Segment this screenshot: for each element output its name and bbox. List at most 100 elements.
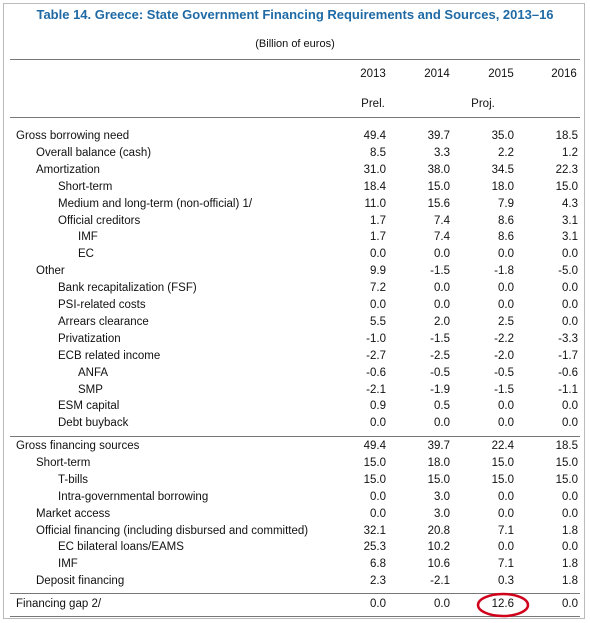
subtitle: (Billion of euros) (255, 38, 335, 50)
cell-value: 10.6 (427, 558, 450, 571)
cell-value: -0.5 (430, 366, 450, 379)
cell-value: 7.4 (434, 231, 450, 244)
cell-value: -1.0 (366, 332, 386, 345)
cell-value: 18.0 (427, 456, 450, 469)
status-label: Prel. (361, 98, 385, 110)
cell-value: -2.7 (366, 349, 386, 362)
cell-value: 22.3 (555, 163, 578, 176)
cell-value: 0.0 (498, 490, 514, 503)
cell-value: 25.3 (363, 541, 386, 554)
cell-value: 3.1 (562, 231, 578, 244)
row-label: ANFA (78, 366, 109, 379)
cell-value: 7.9 (498, 197, 514, 210)
row-label: SMP (78, 383, 103, 396)
row-label: EC (78, 248, 94, 261)
cell-value: 0.0 (370, 598, 386, 610)
row-label: Official creditors (58, 214, 141, 227)
row-label: Medium and long-term (non-official) 1/ (58, 197, 253, 210)
cell-value: 6.8 (370, 558, 386, 571)
cell-value: -1.5 (430, 332, 450, 345)
cell-value: 0.0 (498, 248, 514, 261)
cell-value: 1.2 (562, 146, 578, 159)
cell-value: -2.2 (494, 332, 514, 345)
rule (10, 616, 580, 617)
cell-value: 0.0 (562, 400, 578, 413)
cell-value: 1.8 (562, 575, 578, 588)
cell-value: -2.1 (430, 575, 450, 588)
cell-value: 0.0 (434, 282, 450, 295)
cell-value: 2.2 (498, 146, 514, 159)
rule (10, 59, 580, 60)
cell-value: 20.8 (427, 524, 450, 537)
cell-value: 38.0 (427, 163, 450, 176)
row-label: IMF (58, 558, 78, 571)
cell-value: 8.6 (498, 214, 514, 227)
cell-value: 22.4 (491, 440, 514, 452)
cell-value: 12.6 (491, 598, 514, 610)
cell-value: 3.3 (434, 146, 450, 159)
cell-value: 0.9 (370, 400, 386, 413)
cell-value: 0.3 (498, 575, 514, 588)
column-header: 2014 (424, 68, 450, 80)
row-label: IMF (78, 231, 98, 244)
row-label: Market access (36, 507, 111, 520)
row-label: Amortization (36, 163, 100, 176)
cell-value: 0.0 (562, 598, 578, 610)
cell-value: 0.0 (498, 299, 514, 311)
cell-value: 15.6 (427, 197, 450, 210)
cell-value: 10.2 (427, 541, 450, 554)
cell-value: 15.0 (555, 473, 578, 486)
cell-value: 0.0 (562, 417, 578, 430)
cell-value: 49.4 (363, 440, 386, 452)
cell-value: 1.8 (562, 558, 578, 571)
cell-value: 0.0 (370, 417, 386, 430)
rule (10, 117, 580, 118)
cell-value: 49.4 (363, 130, 386, 142)
row-label: ECB related income (58, 349, 161, 362)
cell-value: 18.5 (555, 130, 578, 142)
cell-value: 0.0 (434, 417, 450, 430)
row-label: Overall balance (cash) (36, 146, 152, 159)
row-label: Intra-governmental borrowing (58, 490, 209, 503)
cell-value: -3.3 (558, 332, 578, 345)
row-label: PSI-related costs (58, 299, 146, 311)
column-header: 2016 (551, 68, 577, 80)
cell-value: 0.5 (434, 400, 450, 413)
cell-value: 0.0 (562, 490, 578, 503)
cell-value: 0.0 (498, 282, 514, 295)
row-label: Financing gap 2/ (16, 598, 102, 610)
cell-value: 39.7 (427, 130, 450, 142)
frame (3, 3, 585, 619)
cell-value: 0.0 (562, 315, 578, 328)
cell-value: 0.0 (498, 417, 514, 430)
row-label: Short-term (58, 180, 113, 193)
cell-value: 1.7 (370, 231, 386, 244)
row-label: Gross financing sources (16, 440, 140, 452)
cell-value: 2.3 (370, 575, 386, 588)
cell-value: 3.0 (434, 507, 450, 520)
cell-value: -0.5 (494, 366, 514, 379)
title: Table 14. Greece: State Government Finan… (36, 7, 554, 22)
cell-value: -1.7 (558, 349, 578, 362)
row-label: Arrears clearance (58, 315, 149, 328)
cell-value: 3.0 (434, 490, 450, 503)
cell-value: 0.0 (562, 541, 578, 554)
row-label: Official financing (including disbursed … (36, 524, 309, 537)
cell-value: 4.3 (562, 197, 578, 210)
cell-value: -1.5 (494, 383, 514, 396)
row-label: Bank recapitalization (FSF) (58, 282, 197, 295)
row-label: Debt buyback (58, 417, 129, 430)
cell-value: -2.1 (366, 383, 386, 396)
row-label: Other (36, 265, 65, 278)
cell-value: 1.7 (370, 214, 386, 227)
rule (10, 436, 580, 437)
cell-value: -2.5 (430, 349, 450, 362)
cell-value: 34.5 (491, 163, 514, 176)
cell-value: -1.9 (430, 383, 450, 396)
cell-value: 39.7 (427, 440, 450, 452)
row-label: T-bills (58, 473, 89, 486)
cell-value: 2.5 (498, 315, 514, 328)
cell-value: -1.5 (430, 265, 450, 278)
status-label: Proj. (471, 98, 495, 110)
